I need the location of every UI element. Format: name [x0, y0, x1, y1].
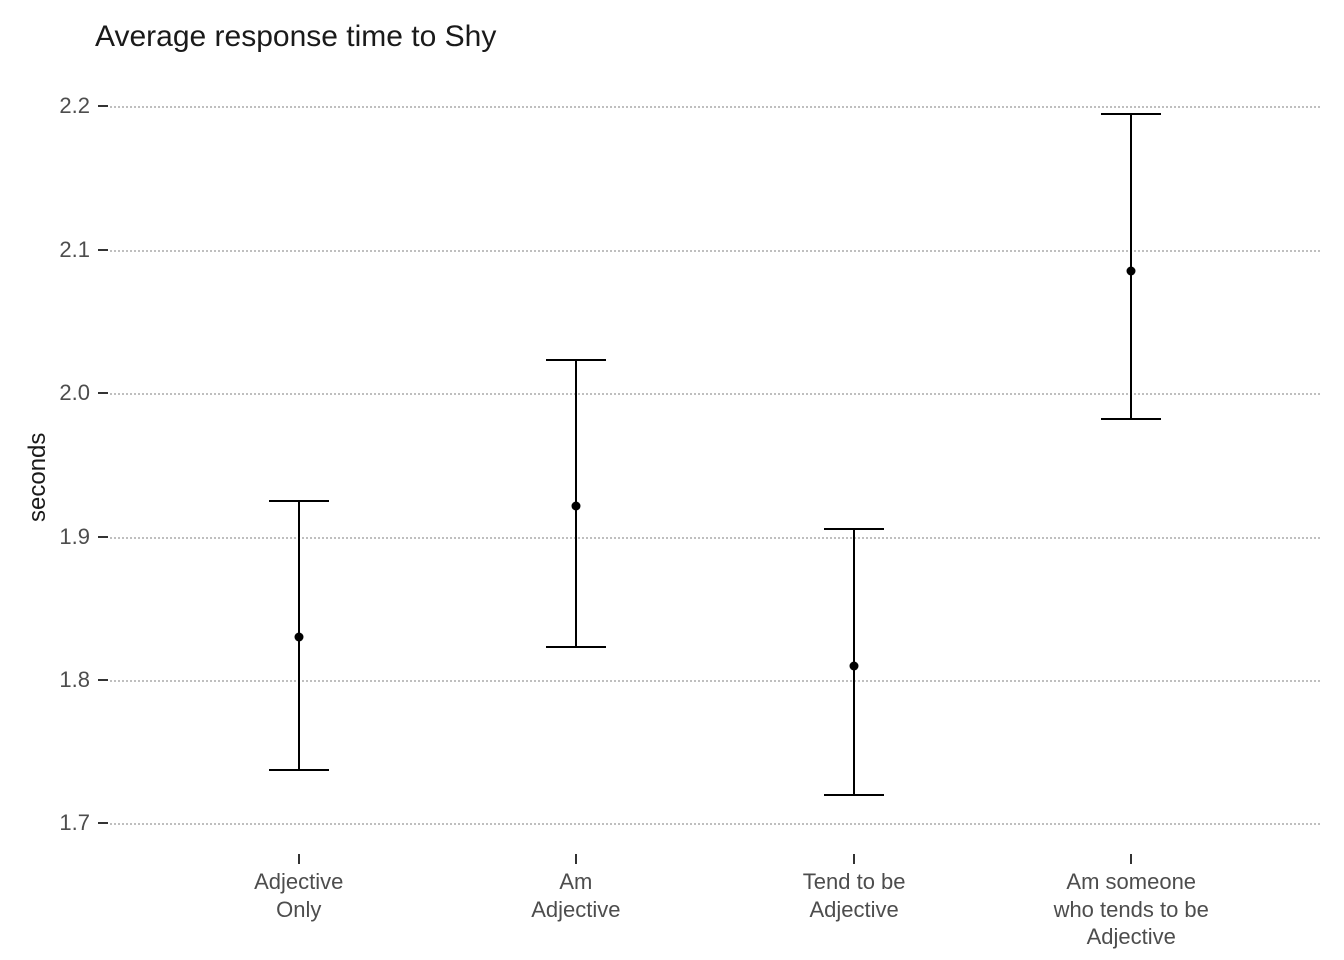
- error-bar-point: [850, 661, 859, 670]
- x-tick-mark: [298, 854, 300, 864]
- x-tick-label: Tend to be Adjective: [714, 868, 994, 923]
- y-tick-label: 1.9: [40, 524, 90, 550]
- y-tick-label: 1.7: [40, 810, 90, 836]
- y-tick-label: 2.1: [40, 237, 90, 263]
- plot-area: [110, 92, 1320, 852]
- error-bar-cap: [269, 500, 329, 502]
- error-bar-cap: [546, 646, 606, 648]
- grid-line: [110, 250, 1320, 252]
- error-bar-cap: [1101, 113, 1161, 115]
- x-tick-mark: [1130, 854, 1132, 864]
- error-bar-point: [1127, 267, 1136, 276]
- y-tick-mark: [98, 822, 108, 824]
- y-axis-label: seconds: [24, 433, 52, 522]
- grid-line: [110, 106, 1320, 108]
- error-bar-cap: [824, 528, 884, 530]
- x-tick-mark: [853, 854, 855, 864]
- y-tick-label: 2.2: [40, 93, 90, 119]
- y-tick-mark: [98, 392, 108, 394]
- y-tick-label: 1.8: [40, 667, 90, 693]
- error-bar-point: [294, 632, 303, 641]
- x-tick-label: Am someone who tends to be Adjective: [991, 868, 1271, 951]
- y-tick-mark: [98, 536, 108, 538]
- grid-line: [110, 823, 1320, 825]
- x-tick-label: Am Adjective: [436, 868, 716, 923]
- y-tick-mark: [98, 679, 108, 681]
- y-tick-mark: [98, 249, 108, 251]
- y-tick-mark: [98, 105, 108, 107]
- y-tick-label: 2.0: [40, 380, 90, 406]
- error-bar-cap: [269, 769, 329, 771]
- error-bar-cap: [824, 794, 884, 796]
- chart-container: Average response time to Shy seconds 1.7…: [0, 0, 1344, 960]
- grid-line: [110, 537, 1320, 539]
- x-tick-label: Adjective Only: [159, 868, 439, 923]
- error-bar-cap: [1101, 418, 1161, 420]
- grid-line: [110, 393, 1320, 395]
- x-tick-mark: [575, 854, 577, 864]
- chart-title: Average response time to Shy: [95, 20, 496, 54]
- grid-line: [110, 680, 1320, 682]
- error-bar-point: [571, 502, 580, 511]
- error-bar-cap: [546, 359, 606, 361]
